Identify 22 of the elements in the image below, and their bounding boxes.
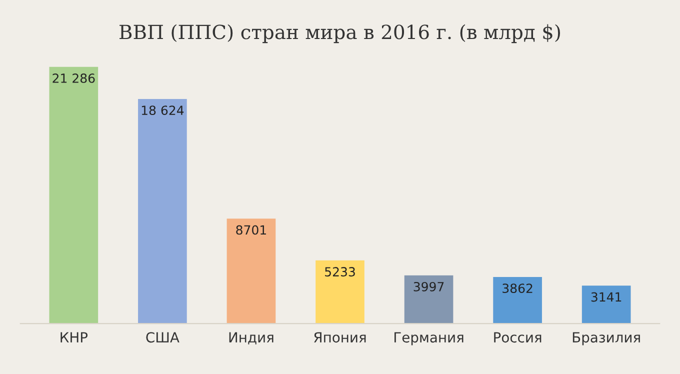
data-label: 3997 <box>414 282 444 292</box>
bar <box>316 260 364 324</box>
bar <box>138 98 187 324</box>
data-label: 3862 <box>502 284 532 294</box>
data-label: 21 286 <box>52 73 95 83</box>
x-tick-label: Япония <box>314 332 366 343</box>
x-tick-label: Германия <box>394 332 464 346</box>
bar <box>582 286 631 324</box>
x-tick-label: США <box>146 332 180 343</box>
x-tick-label: КНР <box>60 332 88 342</box>
bar <box>226 218 276 324</box>
bar <box>404 275 454 324</box>
data-label: 3141 <box>591 292 622 302</box>
x-tick-label: Бразилия <box>572 332 640 346</box>
data-label: 5233 <box>325 267 355 277</box>
x-tick-label: Индия <box>229 332 274 344</box>
bar <box>493 276 542 324</box>
bar <box>49 66 98 324</box>
data-label: 8701 <box>236 225 266 235</box>
chart-title: ВВП (ППС) стран мира в 2016 г. (в млрд $) <box>120 24 560 44</box>
x-tick-label: Россия <box>494 332 542 343</box>
data-label: 18 624 <box>142 106 184 116</box>
